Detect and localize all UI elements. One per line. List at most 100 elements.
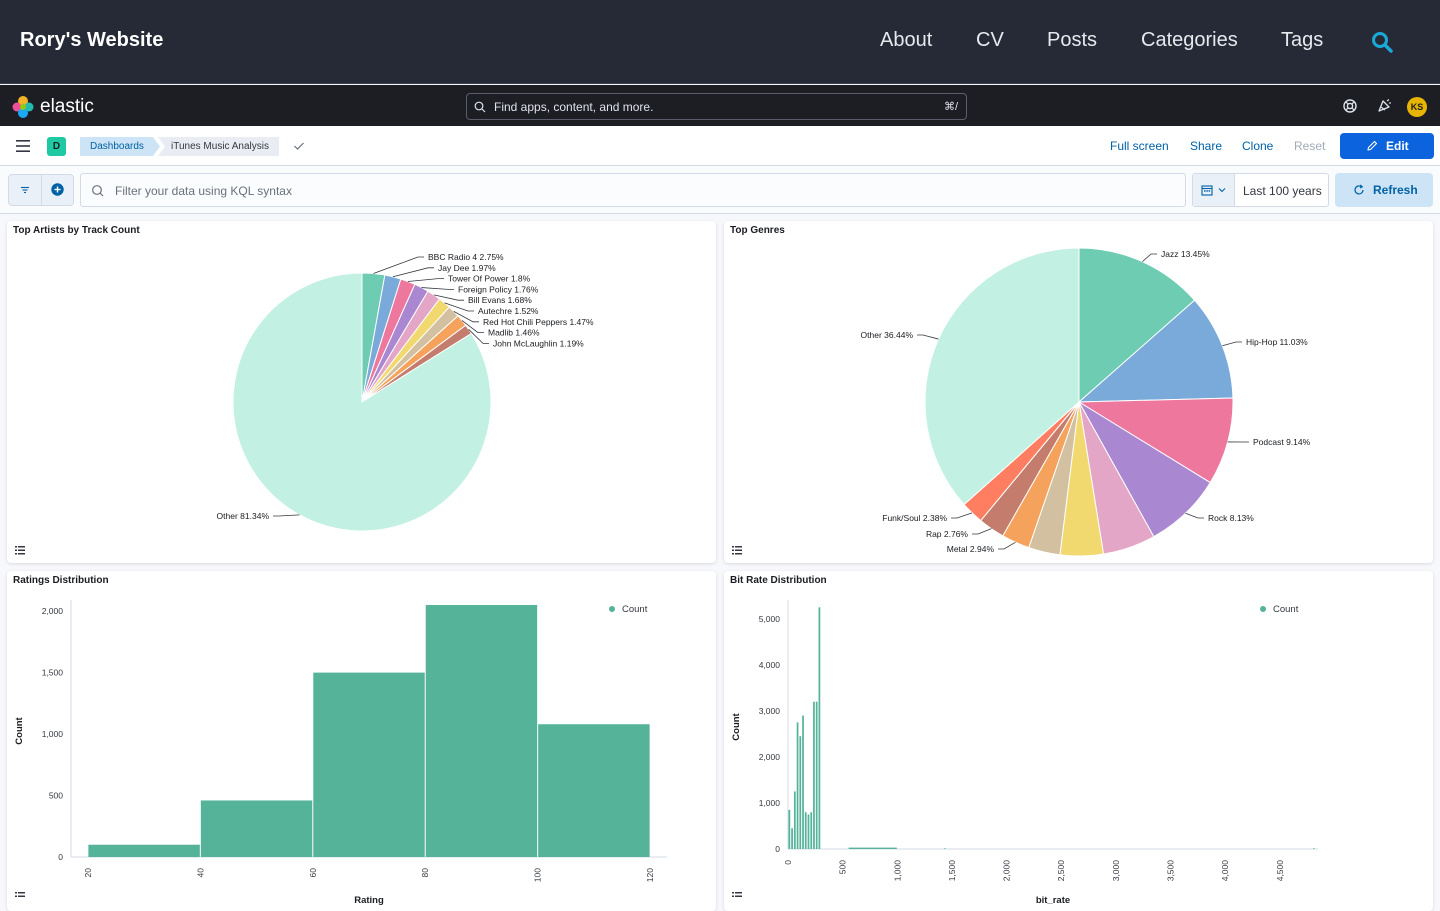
- search-icon: [91, 184, 104, 197]
- x-axis-title: Rating: [354, 895, 384, 906]
- x-tick-label: 3,500: [1165, 860, 1175, 882]
- pie-slice-label: Bill Evans 1.68%: [468, 295, 532, 305]
- pie-slice-label: Jazz 13.45%: [1161, 249, 1210, 259]
- legend-toggle-icon[interactable]: [15, 546, 25, 555]
- histogram-bar: [816, 702, 818, 849]
- histogram-bar: [797, 722, 799, 849]
- kql-search-input[interactable]: Filter your data using KQL syntax: [80, 173, 1186, 207]
- refresh-label: Refresh: [1373, 183, 1418, 197]
- panel-top-artists: Top Artists by Track Count BBC Radio 4 2…: [7, 221, 716, 563]
- panel-top-genres: Top Genres Jazz 13.45%Hip-Hop 11.03%Podc…: [724, 221, 1433, 563]
- leader-line: [422, 288, 454, 290]
- leader-line: [408, 279, 444, 282]
- pie-slice-label: Madlib 1.46%: [488, 328, 540, 338]
- elastic-logo-icon[interactable]: [12, 96, 34, 118]
- date-picker: Last 100 years: [1192, 173, 1329, 207]
- hamburger-menu-icon[interactable]: [16, 140, 30, 152]
- site-title[interactable]: Rory's Website: [20, 29, 163, 52]
- help-icon[interactable]: [1342, 98, 1358, 114]
- breadcrumb-dashboards[interactable]: Dashboards: [80, 137, 160, 156]
- pie-slice-label: Funk/Soul 2.38%: [882, 513, 947, 523]
- reset-button[interactable]: Reset: [1294, 139, 1325, 153]
- pie-slice-label: Rap 2.76%: [926, 529, 968, 539]
- elastic-brand: elastic: [40, 96, 94, 118]
- global-search-placeholder: Find apps, content, and more.: [494, 100, 653, 114]
- search-icon[interactable]: [1370, 30, 1394, 54]
- quick-select-button[interactable]: [1193, 174, 1235, 206]
- leader-line: [1185, 513, 1204, 518]
- user-avatar[interactable]: KS: [1407, 97, 1427, 117]
- x-tick-label: 4,000: [1220, 860, 1230, 882]
- histogram-bar: [819, 607, 821, 849]
- histogram-bar: [313, 673, 424, 857]
- histogram-bar: [802, 715, 804, 849]
- x-tick-label: 40: [195, 868, 205, 878]
- full-screen-button[interactable]: Full screen: [1110, 139, 1169, 153]
- global-search-input[interactable]: Find apps, content, and more. ⌘/: [466, 93, 967, 120]
- x-axis-title: bit_rate: [1036, 895, 1070, 906]
- y-tick-label: 1,000: [759, 798, 781, 808]
- search-icon: [474, 101, 486, 113]
- pie-slice-label: Rock 8.13%: [1208, 513, 1254, 523]
- pencil-icon: [1366, 140, 1378, 152]
- legend-toggle-icon[interactable]: [732, 546, 742, 555]
- nav-tags[interactable]: Tags: [1281, 29, 1323, 52]
- x-tick-label: 2,000: [1002, 860, 1012, 882]
- leader-line: [951, 513, 972, 518]
- y-tick-label: 5,000: [759, 614, 781, 624]
- edit-button[interactable]: Edit: [1340, 133, 1434, 159]
- divider: [41, 175, 42, 205]
- histogram-bar: [808, 814, 810, 849]
- histogram-bar: [538, 724, 649, 857]
- clone-button[interactable]: Clone: [1242, 139, 1273, 153]
- nav-posts[interactable]: Posts: [1047, 29, 1097, 52]
- time-range-label[interactable]: Last 100 years: [1243, 184, 1322, 198]
- nav-cv[interactable]: CV: [976, 29, 1004, 52]
- add-filter-icon[interactable]: [51, 183, 64, 196]
- histogram-bar: [810, 812, 812, 849]
- filter-button-group: [8, 174, 74, 206]
- pie-slice-label: Other 36.44%: [861, 330, 914, 340]
- pie-slice-label: John McLaughlin 1.19%: [493, 338, 584, 348]
- x-tick-label: 500: [838, 860, 848, 874]
- histogram-bar: [799, 736, 801, 849]
- x-tick-label: 4,500: [1275, 860, 1285, 882]
- nav-about[interactable]: About: [880, 29, 932, 52]
- y-axis-title: Count: [731, 712, 742, 740]
- leader-line: [917, 335, 938, 339]
- breadcrumb-current: iTunes Music Analysis: [158, 137, 279, 156]
- space-avatar[interactable]: D: [47, 137, 66, 156]
- y-tick-label: 1,500: [42, 668, 64, 678]
- x-tick-label: 100: [533, 868, 543, 882]
- share-button[interactable]: Share: [1190, 139, 1222, 153]
- leader-line: [998, 542, 1016, 549]
- legend-label: Count: [1273, 604, 1299, 615]
- histogram-bar: [1313, 848, 1315, 849]
- pie-chart: BBC Radio 4 2.75%Jay Dee 1.97%Tower Of P…: [7, 221, 716, 563]
- legend-swatch: [609, 606, 615, 612]
- pie-slice-label: Other 81.34%: [217, 511, 270, 521]
- x-tick-label: 120: [645, 868, 655, 882]
- chevron-down-icon: [1218, 187, 1226, 193]
- histogram-bar: [944, 848, 946, 849]
- filter-icon[interactable]: [19, 184, 31, 196]
- edit-label: Edit: [1386, 139, 1409, 153]
- y-tick-label: 3,000: [759, 706, 781, 716]
- histogram-bar: [849, 848, 897, 849]
- pie-slice-label: Podcast 9.14%: [1253, 437, 1311, 447]
- nav-categories[interactable]: Categories: [1141, 29, 1238, 52]
- y-tick-label: 4,000: [759, 660, 781, 670]
- pie-slice-label: Jay Dee 1.97%: [438, 263, 496, 273]
- pie-slice-label: BBC Radio 4 2.75%: [428, 252, 504, 262]
- y-tick-label: 500: [49, 791, 63, 801]
- histogram-bar: [813, 702, 815, 849]
- newsfeed-icon[interactable]: [1376, 98, 1392, 114]
- histogram-bar: [791, 828, 793, 849]
- pie-chart: Jazz 13.45%Hip-Hop 11.03%Podcast 9.14%Ro…: [724, 221, 1433, 563]
- pie-slice-label: Autechre 1.52%: [478, 306, 539, 316]
- refresh-button[interactable]: Refresh: [1335, 173, 1433, 207]
